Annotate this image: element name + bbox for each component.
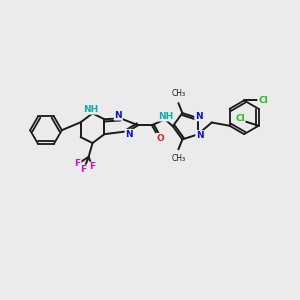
Text: CH₃: CH₃ [171,89,185,98]
Text: NH: NH [83,105,98,114]
Text: F: F [81,165,87,174]
Text: N: N [115,111,122,120]
Text: Cl: Cl [258,96,268,105]
Text: Cl: Cl [235,114,245,123]
Text: O: O [156,134,164,142]
Text: N: N [125,130,133,139]
Text: N: N [196,131,204,140]
Text: F: F [75,159,81,168]
Text: NH: NH [158,112,173,121]
Text: CH₃: CH₃ [171,154,185,163]
Text: N: N [195,112,203,121]
Text: F: F [89,162,96,171]
